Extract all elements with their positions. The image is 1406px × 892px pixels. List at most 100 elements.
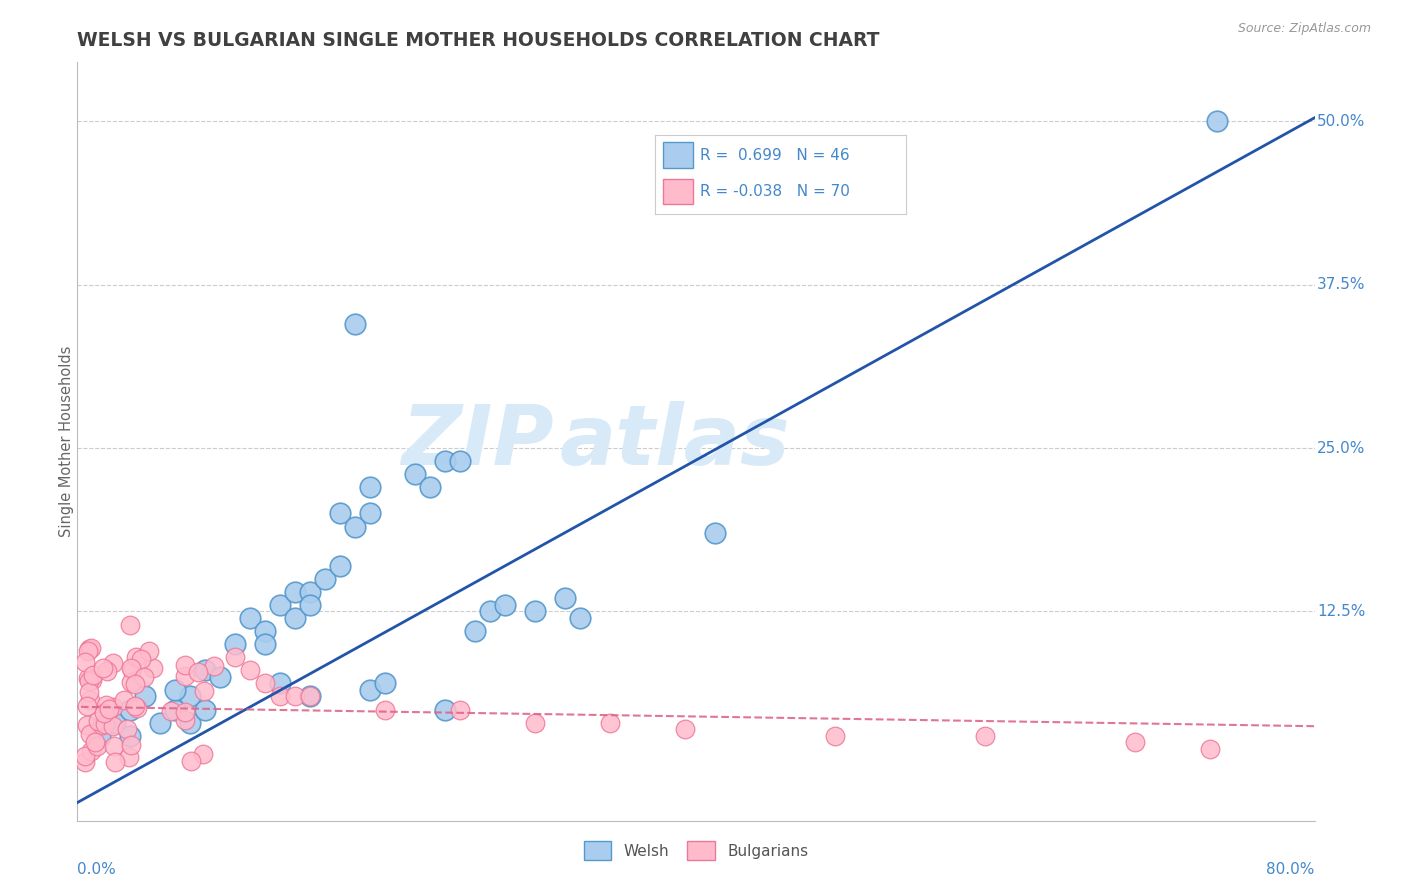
Point <box>91 661 114 675</box>
Point <box>179 690 201 704</box>
Point <box>449 702 471 716</box>
Point <box>163 682 186 697</box>
Point <box>419 480 441 494</box>
Point <box>141 660 163 674</box>
Point <box>194 663 217 677</box>
Point <box>599 715 621 730</box>
Point <box>84 735 107 749</box>
Point <box>104 755 127 769</box>
Point <box>202 659 225 673</box>
Point <box>118 617 141 632</box>
Point <box>79 693 101 707</box>
Point <box>208 670 231 684</box>
Point <box>174 669 197 683</box>
Text: 50.0%: 50.0% <box>1317 114 1365 128</box>
Point <box>187 665 209 680</box>
Bar <box>662 143 693 168</box>
Point <box>191 747 214 761</box>
Text: Source: ZipAtlas.com: Source: ZipAtlas.com <box>1237 22 1371 36</box>
Text: 25.0%: 25.0% <box>1317 441 1365 456</box>
Point <box>314 572 336 586</box>
Point <box>239 663 262 677</box>
Point <box>93 706 115 720</box>
Point <box>173 706 195 720</box>
Point <box>94 698 117 712</box>
Point <box>120 675 142 690</box>
Point <box>121 738 143 752</box>
Point <box>77 685 100 699</box>
Point <box>194 702 217 716</box>
Text: 0.0%: 0.0% <box>77 863 117 878</box>
Point <box>703 526 725 541</box>
Text: atlas: atlas <box>560 401 790 482</box>
Point <box>298 690 321 704</box>
Point <box>124 698 146 713</box>
Point <box>374 702 396 716</box>
Point <box>329 558 352 573</box>
Point <box>269 690 291 704</box>
Point <box>104 715 127 730</box>
Point <box>253 637 276 651</box>
Point <box>101 656 124 670</box>
Point <box>224 650 246 665</box>
Point <box>174 658 197 673</box>
Point <box>76 643 98 657</box>
Point <box>298 598 321 612</box>
Point <box>329 507 352 521</box>
Point <box>464 624 486 639</box>
Point <box>124 677 146 691</box>
Point <box>1123 735 1146 749</box>
Point <box>973 729 995 743</box>
Point <box>253 624 276 639</box>
Text: 80.0%: 80.0% <box>1267 863 1315 878</box>
Text: R = -0.038   N = 70: R = -0.038 N = 70 <box>700 184 851 199</box>
Point <box>125 700 148 714</box>
Point <box>343 519 366 533</box>
Point <box>82 667 104 681</box>
Point <box>269 676 291 690</box>
Point <box>129 652 152 666</box>
Point <box>91 718 114 732</box>
Point <box>673 722 696 736</box>
Point <box>163 702 186 716</box>
Point <box>75 655 97 669</box>
Point <box>449 454 471 468</box>
Point <box>284 611 307 625</box>
Point <box>75 748 97 763</box>
Point <box>103 700 125 714</box>
Point <box>134 690 156 704</box>
Point <box>138 644 160 658</box>
Text: 37.5%: 37.5% <box>1317 277 1365 293</box>
Point <box>478 605 501 619</box>
Point <box>98 702 121 716</box>
Point <box>101 719 124 733</box>
Text: 12.5%: 12.5% <box>1317 604 1365 619</box>
Point <box>80 641 103 656</box>
Point <box>359 682 381 697</box>
Point <box>253 676 276 690</box>
Point <box>193 684 215 698</box>
Point <box>134 670 156 684</box>
Text: WELSH VS BULGARIAN SINGLE MOTHER HOUSEHOLDS CORRELATION CHART: WELSH VS BULGARIAN SINGLE MOTHER HOUSEHO… <box>77 31 880 50</box>
Point <box>284 690 307 704</box>
Legend: Welsh, Bulgarians: Welsh, Bulgarians <box>578 835 814 866</box>
Point <box>554 591 576 606</box>
Point <box>103 739 125 753</box>
Point <box>79 727 101 741</box>
Point <box>125 650 148 665</box>
Text: ZIP: ZIP <box>401 401 554 482</box>
Point <box>86 739 108 754</box>
Point <box>159 705 181 719</box>
Text: R =  0.699   N = 46: R = 0.699 N = 46 <box>700 147 851 162</box>
Point <box>76 718 98 732</box>
Point <box>343 317 366 331</box>
Point <box>180 754 202 768</box>
Point <box>1198 741 1220 756</box>
Point <box>77 642 100 657</box>
Point <box>239 611 262 625</box>
Point <box>75 755 97 769</box>
Point <box>86 714 108 729</box>
Point <box>117 723 139 737</box>
Point <box>494 598 516 612</box>
Point <box>359 480 381 494</box>
